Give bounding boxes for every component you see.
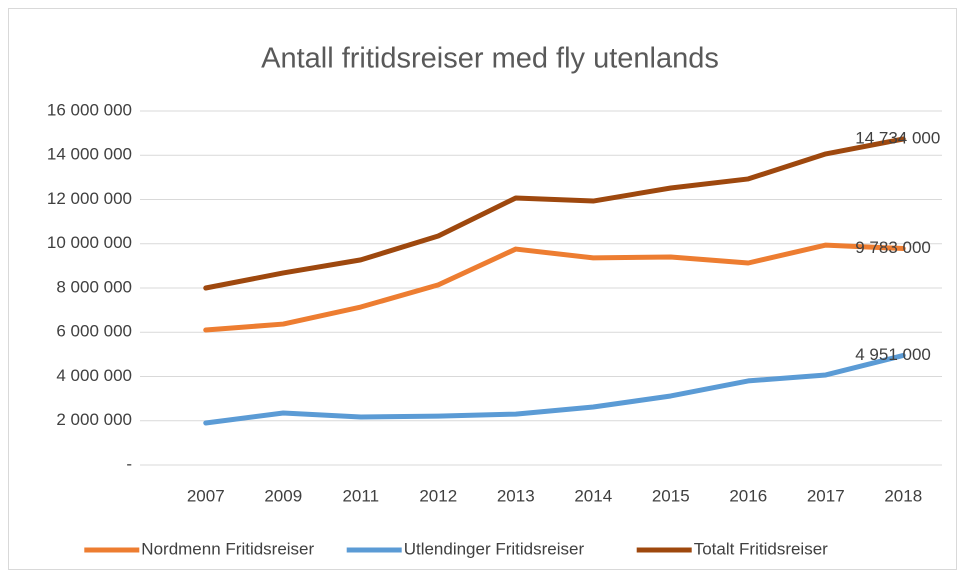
x-tick-label: 2016 — [729, 486, 767, 505]
chart-title: Antall fritidsreiser med fly utenlands — [261, 43, 719, 75]
data-label: 14 734 000 — [855, 128, 940, 147]
data-label: 9 783 000 — [855, 238, 931, 257]
legend-label: Utlendinger Fritidsreiser — [404, 539, 585, 558]
x-tick-label: 2012 — [419, 486, 457, 505]
chart-frame — [8, 8, 957, 570]
data-label: 4 951 000 — [855, 345, 931, 364]
y-tick-label: 16 000 000 — [47, 100, 132, 119]
line-series — [203, 242, 906, 333]
x-tick-label: 2009 — [264, 486, 302, 505]
legend-label: Totalt Fritidsreiser — [694, 539, 828, 558]
y-tick-label: 12 000 000 — [47, 189, 132, 208]
x-tick-label: 2011 — [342, 486, 379, 505]
line-series — [203, 136, 906, 291]
legend-label: Nordmenn Fritidsreiser — [141, 539, 314, 558]
line-series — [203, 352, 906, 426]
y-tick-label: 2 000 000 — [56, 410, 132, 429]
x-tick-label: 2013 — [497, 486, 535, 505]
y-tick-label: 4 000 000 — [56, 366, 132, 385]
y-tick-label: - — [126, 454, 132, 473]
x-tick-label: 2015 — [652, 486, 690, 505]
x-tick-label: 2017 — [807, 486, 845, 505]
y-tick-label: 6 000 000 — [56, 322, 132, 341]
x-tick-label: 2007 — [187, 486, 225, 505]
x-tick-label: 2014 — [574, 486, 612, 505]
y-tick-label: 10 000 000 — [47, 233, 132, 252]
y-tick-label: 14 000 000 — [47, 145, 132, 164]
x-tick-label: 2018 — [884, 486, 922, 505]
y-tick-label: 8 000 000 — [56, 277, 132, 296]
